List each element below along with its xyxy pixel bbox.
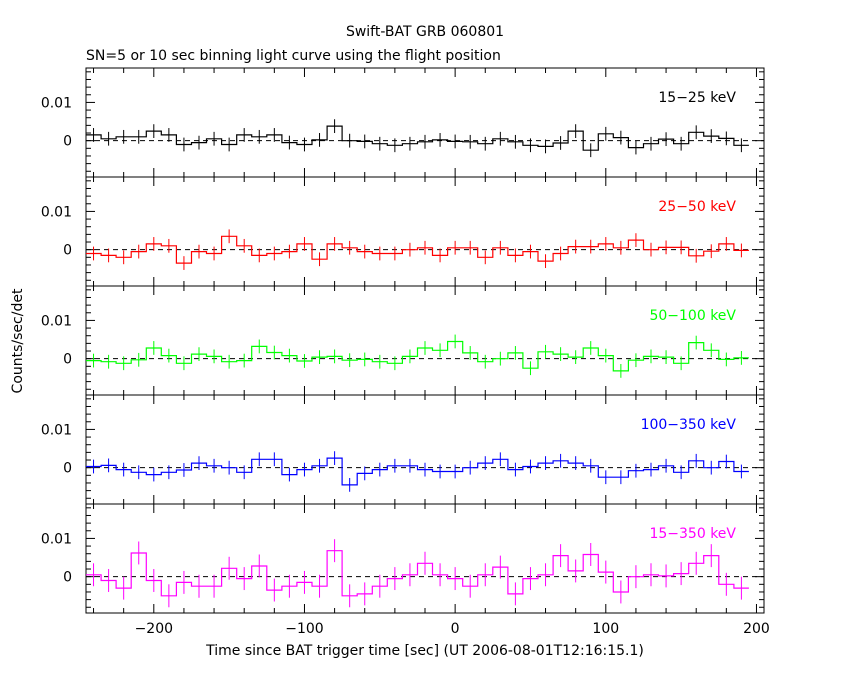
series-step-line	[86, 457, 749, 486]
series-step-line	[86, 340, 749, 372]
panel-frame	[85, 67, 765, 178]
x-tick-label: −200	[135, 621, 173, 637]
panel-frame	[85, 285, 765, 396]
x-tick-label: 0	[451, 621, 460, 637]
y-tick-label: 0	[63, 570, 72, 586]
panel-frame	[85, 394, 765, 505]
x-tick-label: −100	[285, 621, 323, 637]
y-tick-label: 0.01	[41, 531, 72, 547]
y-tick-label: 0.01	[41, 204, 72, 220]
y-tick-label: 0	[63, 134, 72, 150]
y-tick-label: 0.01	[41, 95, 72, 111]
series-step-line	[86, 550, 749, 597]
panel-3: 0.01 0 50−100 keV	[41, 285, 765, 396]
band-label: 25−50 keV	[658, 199, 736, 215]
x-tick-label: 200	[743, 621, 770, 637]
panels-group: 0.01 0 15−25 keV 0.01 0 25−50 keV 0.01 0 50−100 …	[41, 67, 770, 637]
band-label: 15−25 keV	[658, 90, 736, 106]
y-tick-label: 0	[63, 352, 72, 368]
y-axis-label: Counts/sec/det	[10, 288, 26, 393]
chart-title: Swift-BAT GRB 060801	[346, 24, 504, 40]
band-label: 100−350 keV	[641, 417, 737, 433]
panel-4: 0.01 0 100−350 keV	[41, 394, 765, 505]
band-label: 50−100 keV	[649, 308, 736, 324]
y-tick-label: 0.01	[41, 313, 72, 329]
panel-5: 0.01 0 15−350 keV	[41, 503, 765, 614]
x-axis-label: Time since BAT trigger time [sec] (UT 20…	[205, 643, 644, 659]
series-step-line	[86, 125, 749, 151]
panel-1: 0.01 0 15−25 keV	[41, 67, 765, 178]
panel-frame	[85, 176, 765, 287]
y-tick-label: 0	[63, 461, 72, 477]
x-tick-label: 100	[592, 621, 619, 637]
y-tick-label: 0	[63, 243, 72, 259]
chart-subtitle: SN=5 or 10 sec binning light curve using…	[86, 48, 501, 64]
band-label: 15−350 keV	[649, 526, 736, 542]
panel-2: 0.01 0 25−50 keV	[41, 176, 765, 287]
y-tick-label: 0.01	[41, 422, 72, 438]
